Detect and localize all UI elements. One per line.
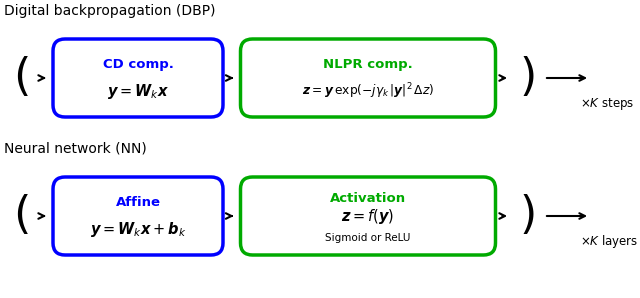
- Text: Affine: Affine: [115, 196, 161, 209]
- Text: $\boldsymbol{z} = f(\boldsymbol{y})$: $\boldsymbol{z} = f(\boldsymbol{y})$: [341, 207, 395, 226]
- Text: $\times K$ layers: $\times K$ layers: [580, 234, 638, 251]
- FancyBboxPatch shape: [241, 39, 495, 117]
- Text: Neural network (NN): Neural network (NN): [4, 141, 147, 155]
- Text: (: (: [13, 57, 31, 100]
- Text: NLPR comp.: NLPR comp.: [323, 58, 413, 71]
- FancyBboxPatch shape: [53, 39, 223, 117]
- FancyBboxPatch shape: [53, 177, 223, 255]
- Text: ): ): [520, 195, 536, 238]
- Text: $\times K$ steps: $\times K$ steps: [580, 96, 634, 112]
- Text: Digital backpropagation (DBP): Digital backpropagation (DBP): [4, 4, 216, 18]
- Text: (: (: [13, 195, 31, 238]
- Text: Activation: Activation: [330, 192, 406, 205]
- FancyBboxPatch shape: [241, 177, 495, 255]
- Text: Sigmoid or ReLU: Sigmoid or ReLU: [325, 233, 411, 243]
- Text: CD comp.: CD comp.: [102, 58, 173, 71]
- Text: $\boldsymbol{y} = \boldsymbol{W}_k \boldsymbol{x}$: $\boldsymbol{y} = \boldsymbol{W}_k \bold…: [107, 82, 169, 101]
- Text: ): ): [520, 57, 536, 100]
- Text: $\boldsymbol{y} = \boldsymbol{W}_k \boldsymbol{x} + \boldsymbol{b}_k$: $\boldsymbol{y} = \boldsymbol{W}_k \bold…: [90, 220, 186, 239]
- Text: $\boldsymbol{z} = \boldsymbol{y}\,\exp(-j\gamma_k\,|\boldsymbol{y}|^2\,\Delta z): $\boldsymbol{z} = \boldsymbol{y}\,\exp(-…: [302, 81, 434, 101]
